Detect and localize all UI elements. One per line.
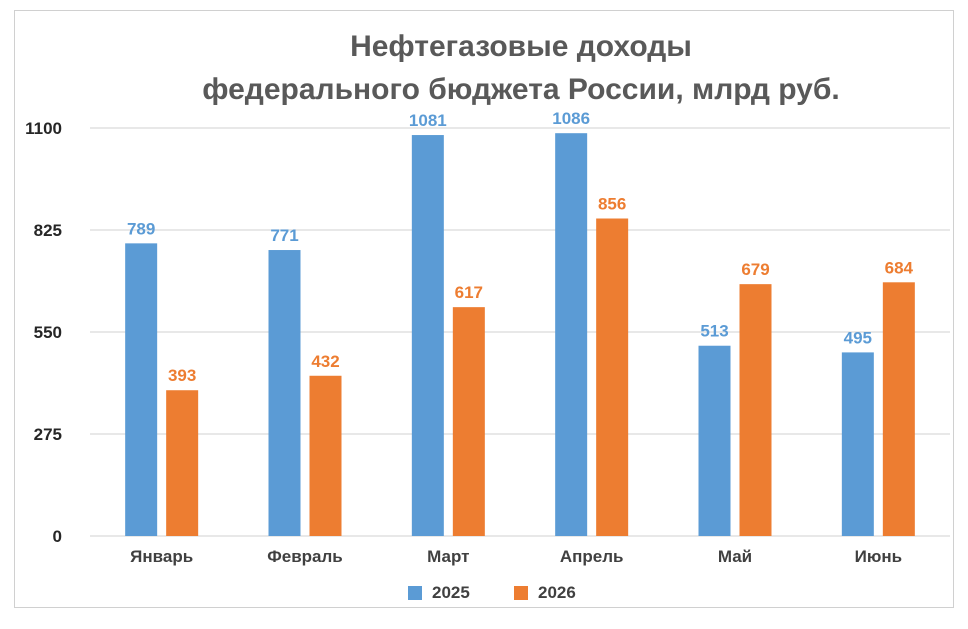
bar-2026 (882, 282, 915, 536)
data-label-2025: 771 (270, 226, 298, 245)
y-tick-label: 825 (34, 221, 62, 240)
data-label-2026: 679 (741, 260, 769, 279)
data-label-2025: 1081 (409, 111, 447, 130)
bar-2025 (698, 345, 731, 536)
bar-2026 (166, 390, 199, 536)
legend-label-2026: 2026 (538, 583, 576, 602)
bar-2025 (268, 250, 301, 536)
x-category-label: Май (718, 547, 752, 566)
bar-2026 (452, 307, 485, 536)
data-label-2026: 617 (455, 283, 483, 302)
legend-label-2025: 2025 (432, 583, 470, 602)
data-label-2026: 684 (885, 258, 914, 277)
data-label-2025: 789 (127, 219, 155, 238)
x-category-label: Март (427, 547, 469, 566)
legend-swatch-2025 (408, 586, 422, 600)
bar-2026 (309, 375, 342, 536)
y-tick-label: 0 (53, 527, 62, 546)
x-category-label: Февраль (267, 547, 343, 566)
data-label-2025: 513 (700, 322, 728, 341)
bar-2026 (596, 218, 629, 536)
data-label-2026: 856 (598, 195, 626, 214)
bar-2025 (555, 133, 588, 536)
bar-2025 (411, 135, 444, 536)
chart-title-line-2: федерального бюджета России, млрд руб. (202, 73, 839, 106)
bar-2025 (841, 352, 874, 536)
data-label-2026: 393 (168, 366, 196, 385)
y-tick-label: 275 (34, 425, 62, 444)
bar-2026 (739, 284, 772, 536)
legend-swatch-2026 (514, 586, 528, 600)
x-category-label: Январь (130, 547, 193, 566)
x-category-label: Апрель (560, 547, 624, 566)
x-category-label: Июнь (855, 547, 902, 566)
data-label-2026: 432 (311, 352, 339, 371)
data-label-2025: 1086 (552, 109, 590, 128)
data-label-2025: 495 (844, 328, 872, 347)
y-tick-label: 1100 (25, 119, 62, 138)
bar-2025 (125, 243, 158, 536)
y-tick-label: 550 (34, 323, 62, 342)
chart-title-line-1: Нефтегазовые доходы (350, 30, 692, 63)
